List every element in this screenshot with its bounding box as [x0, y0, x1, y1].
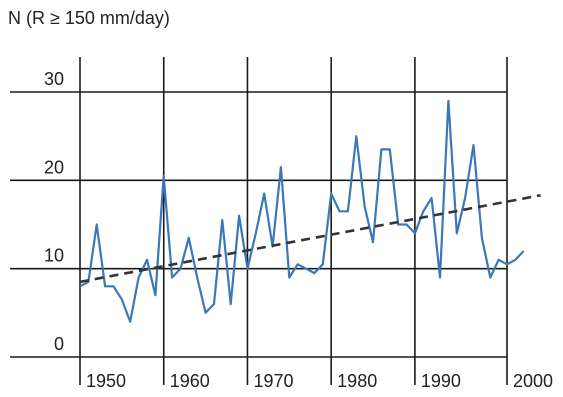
tick-labels: 0 10 20 30 1950 1960 1970 1980 1990 2000 — [44, 69, 553, 391]
x-tick-label-1980: 1980 — [337, 371, 377, 391]
y-tick-label-10: 10 — [44, 246, 64, 266]
trend-line — [79, 194, 541, 284]
y-tick-label-20: 20 — [44, 157, 64, 177]
x-tick-label-2000: 2000 — [513, 371, 553, 391]
grid — [10, 57, 508, 385]
y-axis-label: N (R ≥ 150 mm/day) — [8, 8, 170, 28]
y-tick-label-30: 30 — [44, 69, 64, 89]
series-layer — [79, 99, 541, 323]
x-tick-label-1990: 1990 — [421, 371, 461, 391]
y-tick-label-0: 0 — [54, 334, 64, 354]
x-tick-label-1970: 1970 — [253, 371, 293, 391]
x-tick-label-1950: 1950 — [86, 371, 126, 391]
data-line — [79, 99, 525, 323]
x-tick-label-1960: 1960 — [170, 371, 210, 391]
